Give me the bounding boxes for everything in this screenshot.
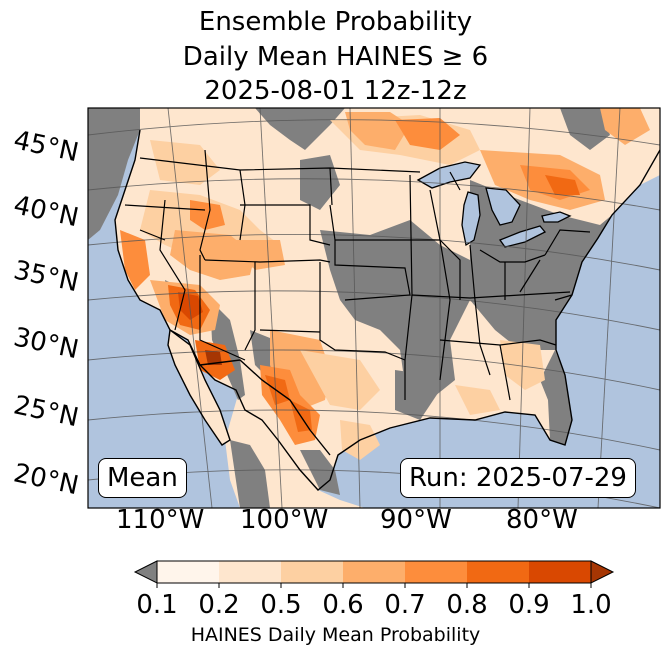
colorbar-segment xyxy=(343,561,405,583)
lake-ontario xyxy=(541,211,572,223)
colorbar xyxy=(133,560,615,588)
lon-label-90: 90°W xyxy=(380,505,452,535)
colorbar-over-arrow xyxy=(590,560,615,584)
title-line-2: Daily Mean HAINES ≥ 6 xyxy=(182,42,489,72)
colorbar-segment xyxy=(529,561,591,583)
cb-tick-0: 0.1 xyxy=(136,590,178,620)
great-lakes xyxy=(416,161,572,248)
colorbar-segment xyxy=(219,561,281,583)
cb-tick-4: 0.7 xyxy=(384,590,426,620)
colorbar-under-arrow xyxy=(133,560,158,584)
title-line-1: Ensemble Probability xyxy=(198,7,473,37)
cb-tick-3: 0.6 xyxy=(322,590,364,620)
cb-tick-1: 0.2 xyxy=(198,590,240,620)
run-box: Run: 2025-07-29 xyxy=(400,458,636,498)
lake-huron xyxy=(485,187,521,226)
coastlines xyxy=(114,129,660,491)
lon-label-80: 80°W xyxy=(506,505,578,535)
below-threshold-regions xyxy=(88,108,612,508)
colorbar-frame xyxy=(156,560,592,584)
colorbar-segment xyxy=(281,561,343,583)
colorbar-segment xyxy=(405,561,467,583)
lon-label-100: 100°W xyxy=(240,505,329,535)
lon-label-110: 110°W xyxy=(116,505,205,535)
lake-erie xyxy=(498,225,547,248)
state-boundaries xyxy=(124,149,591,401)
title-line-3: 2025-08-01 12z-12z xyxy=(204,76,467,106)
cb-tick-6: 0.9 xyxy=(508,590,550,620)
graticule xyxy=(88,108,660,508)
probability-patches xyxy=(120,108,650,460)
cb-tick-7: 1.0 xyxy=(570,590,612,620)
lake-superior xyxy=(416,161,482,189)
cb-tick-5: 0.8 xyxy=(446,590,488,620)
colorbar-segment xyxy=(467,561,529,583)
colorbar-segment xyxy=(157,561,219,583)
colorbar-label: HAINES Daily Mean Probability xyxy=(190,624,481,646)
stat-box: Mean xyxy=(98,458,187,498)
cb-tick-2: 0.5 xyxy=(260,590,302,620)
